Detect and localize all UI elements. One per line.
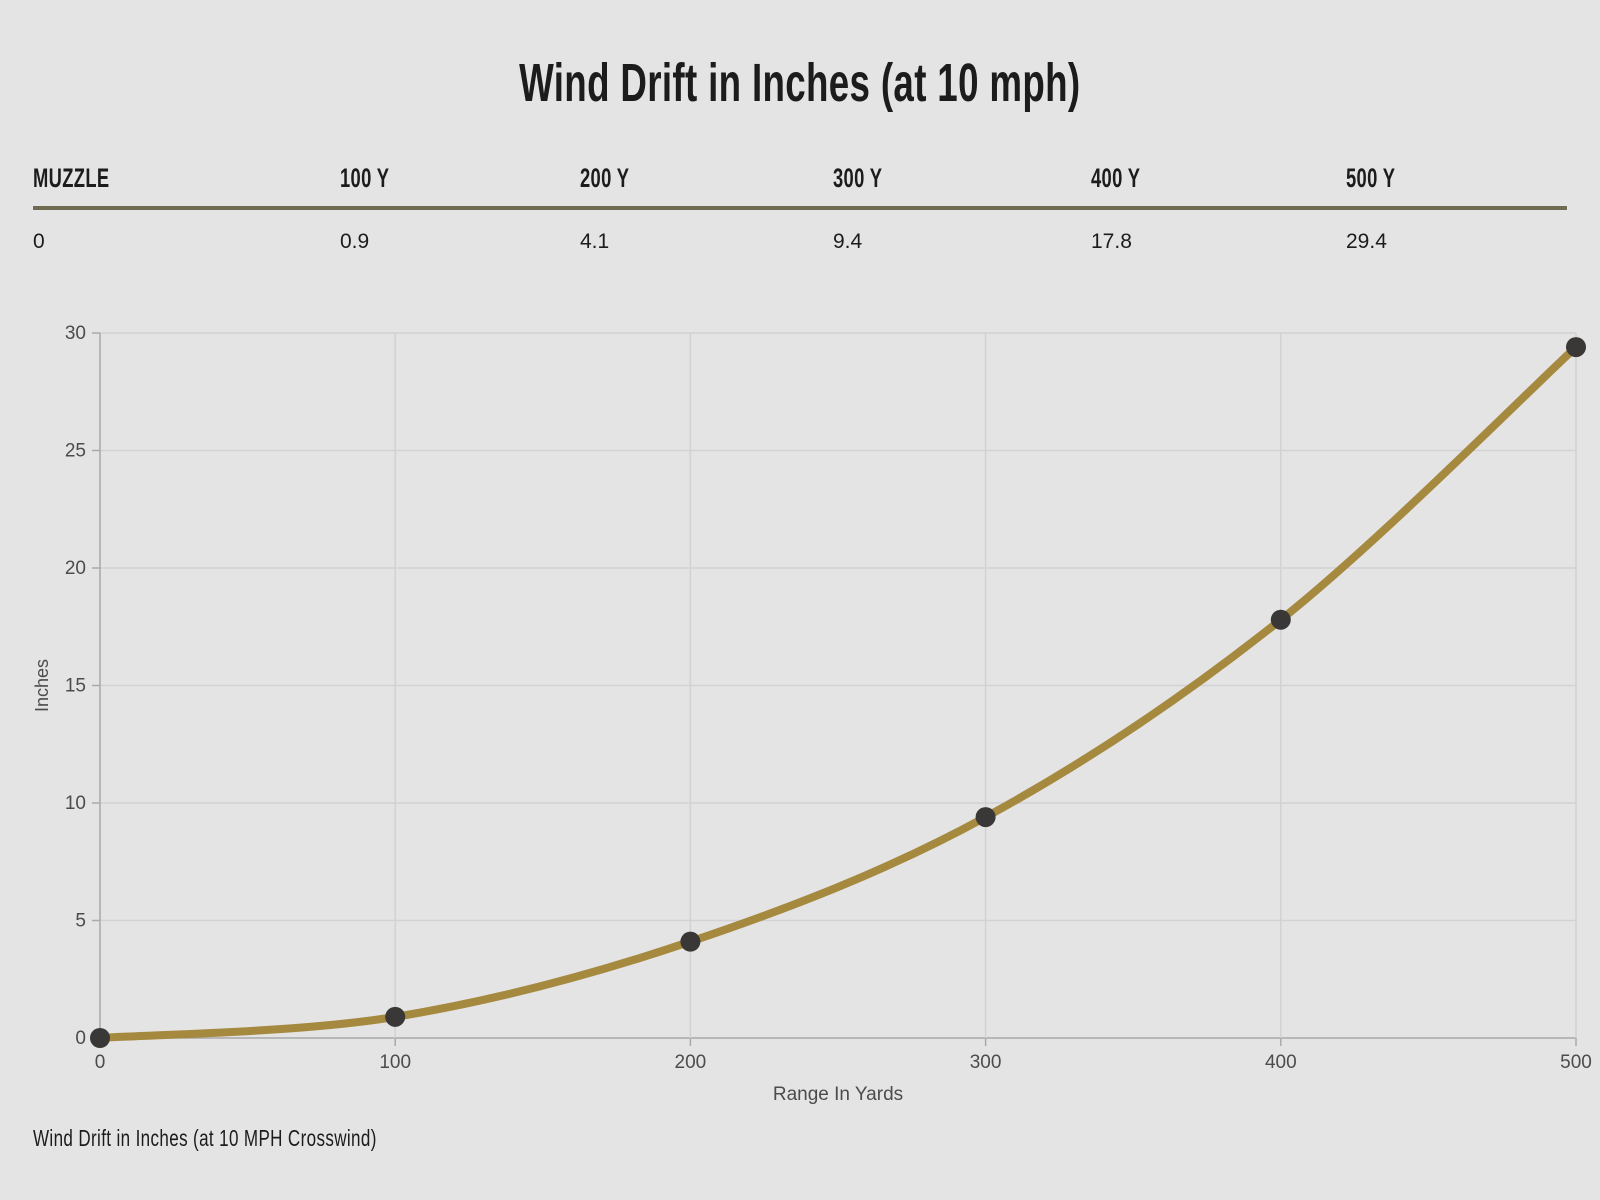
ytick-label-25: 25 (65, 441, 86, 462)
table-header-muzzle: MUZZLE (33, 163, 110, 193)
table-value-muzzle: 0 (33, 230, 45, 253)
data-point-100 (385, 1006, 406, 1027)
table-header-rule (33, 206, 1567, 210)
y-axis-title: Inches (32, 659, 52, 712)
table-header-100y: 100 Y (340, 163, 390, 193)
xtick-label-0: 0 (95, 1052, 106, 1073)
ytick-label-20: 20 (65, 558, 86, 579)
data-point-500 (1566, 337, 1586, 358)
ytick-label-0: 0 (75, 1028, 86, 1049)
table-value-400y: 17.8 (1091, 230, 1132, 253)
table-value-200y: 4.1 (580, 230, 610, 253)
table-value-300y: 9.4 (833, 230, 863, 253)
xtick-label-300: 300 (970, 1052, 1002, 1073)
ytick-label-10: 10 (65, 793, 86, 814)
ytick-label-30: 30 (65, 323, 86, 344)
table-header-500y: 500 Y (1346, 163, 1396, 193)
xtick-label-200: 200 (675, 1052, 707, 1073)
series-line-0 (96, 343, 1580, 1042)
ytick-label-5: 5 (75, 911, 86, 932)
table-value-100y: 0.9 (340, 230, 370, 253)
page-title-wrap: Wind Drift in Inches (at 10 mph) (0, 52, 1600, 114)
xtick-label-400: 400 (1265, 1052, 1297, 1073)
table-value-500y: 29.4 (1346, 230, 1387, 253)
page-title: Wind Drift in Inches (at 10 mph) (519, 53, 1081, 113)
table-header-200y: 200 Y (580, 163, 630, 193)
data-point-300 (975, 807, 996, 828)
drift-table: MUZZLE 100 Y 200 Y 300 Y 400 Y 500 Y 0 0… (33, 160, 1567, 254)
data-point-0 (90, 1028, 110, 1048)
drift-table-value-row: 0 0.9 4.1 9.4 17.8 29.4 (33, 210, 1567, 254)
xtick-label-100: 100 (379, 1052, 411, 1073)
x-axis-title: Range In Yards (773, 1084, 903, 1105)
xtick-label-500: 500 (1560, 1052, 1592, 1073)
data-point-200 (680, 931, 701, 952)
ytick-label-15: 15 (65, 676, 86, 697)
drift-table-header-row: MUZZLE 100 Y 200 Y 300 Y 400 Y 500 Y (33, 160, 1567, 196)
table-header-400y: 400 Y (1091, 163, 1141, 193)
data-point-400 (1270, 609, 1291, 630)
chart-caption: Wind Drift in Inches (at 10 MPH Crosswin… (33, 1125, 377, 1151)
table-header-300y: 300 Y (833, 163, 883, 193)
